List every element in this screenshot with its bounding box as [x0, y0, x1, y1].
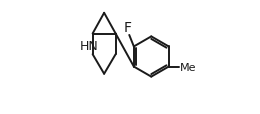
Text: HN: HN	[79, 39, 98, 52]
Text: F: F	[124, 21, 132, 35]
Text: Me: Me	[180, 62, 196, 72]
